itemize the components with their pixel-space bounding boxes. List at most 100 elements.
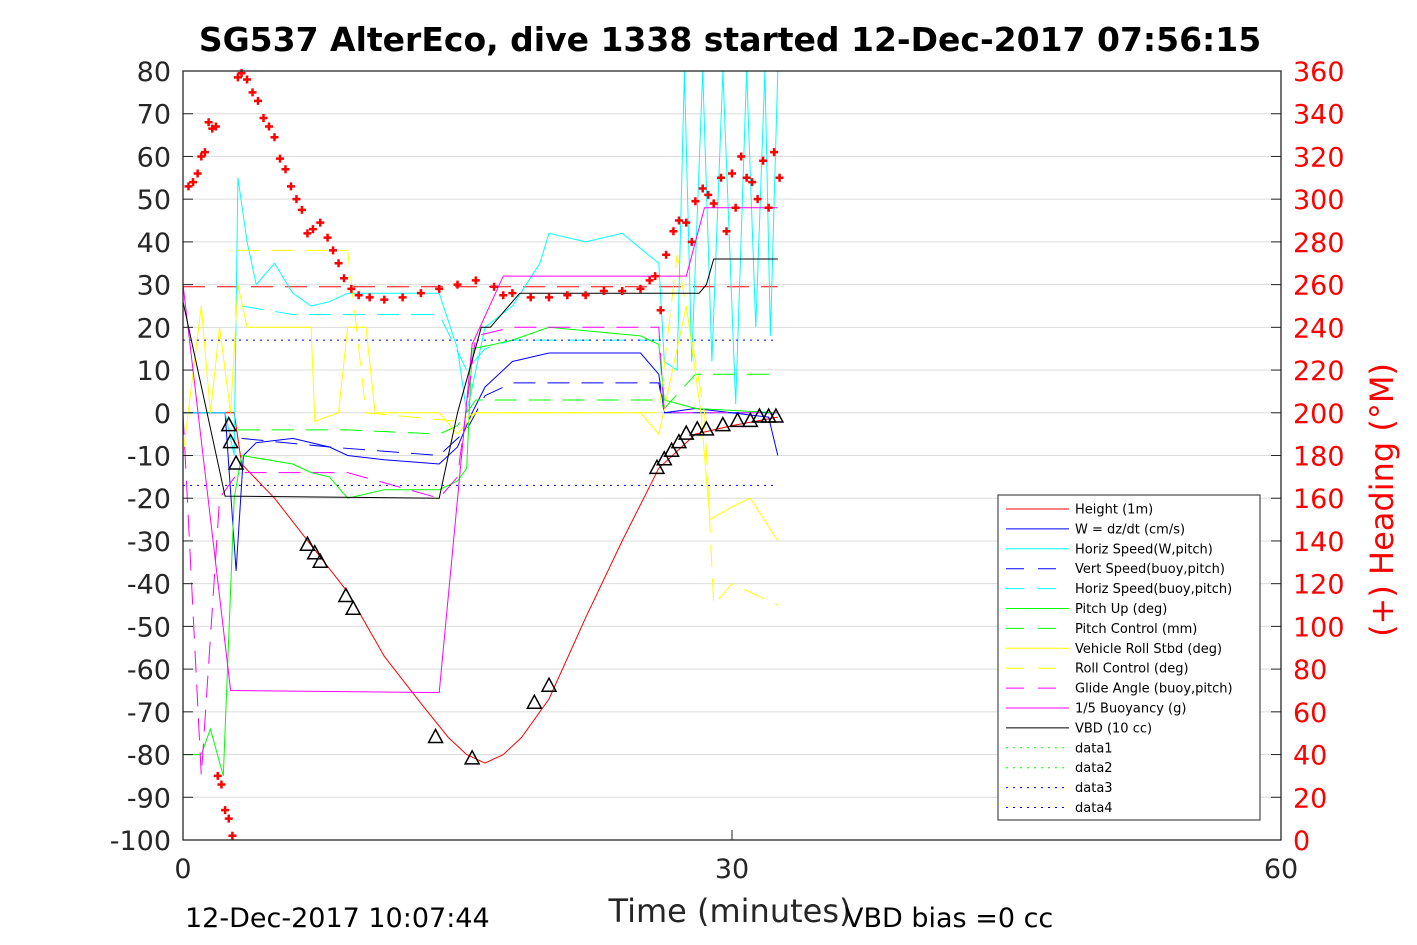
heading-point	[217, 780, 226, 789]
heading-point	[340, 274, 349, 283]
legend-label: data3	[1075, 781, 1113, 796]
heading-point	[197, 152, 206, 161]
right-tick-label: 60	[1293, 698, 1327, 729]
heading-point	[526, 293, 535, 302]
heading-point	[645, 276, 654, 285]
heading-point	[775, 173, 784, 182]
legend-label: Horiz Speed(buoy,pitch)	[1075, 582, 1232, 597]
triangle-marker	[670, 433, 688, 449]
heading-point	[184, 182, 193, 191]
right-tick-label: 280	[1293, 228, 1345, 259]
heading-point	[717, 173, 726, 182]
legend-label: W = dz/dt (cm/s)	[1075, 522, 1185, 537]
heading-point	[731, 203, 740, 212]
heading-point	[581, 291, 590, 300]
series-horiz-speed-buoy-pitch	[241, 305, 778, 414]
legend-label: Roll Control (deg)	[1075, 662, 1189, 677]
heading-point	[398, 293, 407, 302]
x-tick-label: 30	[715, 854, 749, 885]
series-roll-control-deg	[237, 249, 779, 607]
heading-point	[737, 152, 746, 161]
heading-point	[303, 229, 312, 238]
y-tick-label: -50	[127, 612, 171, 643]
triangle-marker	[688, 420, 706, 436]
heading-point	[233, 73, 242, 82]
heading-point	[698, 184, 707, 193]
footer-timestamp: 12-Dec-2017 10:07:44	[185, 903, 490, 934]
heading-point	[323, 233, 332, 242]
triangle-marker	[337, 586, 355, 603]
heading-point	[453, 280, 462, 289]
y-tick-label: 70	[137, 100, 171, 131]
heading-point	[770, 148, 779, 157]
heading-point	[728, 169, 736, 178]
y-tick-label: 60	[137, 142, 171, 173]
heading-point	[292, 195, 301, 204]
triangle-marker	[729, 411, 746, 428]
right-tick-label: 180	[1293, 442, 1345, 473]
series-horiz-speed-w-pitch	[183, 70, 779, 456]
triangle-marker	[526, 693, 543, 710]
heading-point	[200, 148, 209, 157]
heading-point	[334, 259, 343, 268]
right-tick-label: 0	[1293, 826, 1310, 857]
heading-point	[618, 287, 627, 296]
triangle-marker	[311, 552, 329, 569]
right-tick-label: 340	[1293, 100, 1345, 131]
triangle-marker	[227, 454, 245, 470]
heading-point	[759, 156, 768, 165]
heading-point	[211, 122, 220, 131]
right-tick-label: 200	[1293, 399, 1345, 430]
heading-point	[704, 190, 713, 199]
right-tick-label: 320	[1293, 142, 1345, 173]
y-tick-label: 20	[137, 313, 171, 344]
heading-point	[265, 122, 274, 131]
heading-point	[656, 306, 665, 315]
y-tick-label: 80	[137, 57, 171, 88]
heading-point	[709, 199, 718, 208]
x-axis-label: Time (minutes)	[608, 892, 852, 930]
footer-vbd-bias: VBD bias =0 cc	[845, 903, 1053, 934]
right-axis-label: (+) Heading (°M)	[1363, 363, 1401, 637]
heading-point	[221, 806, 230, 815]
series-pitch-control-mm	[237, 373, 778, 435]
y-tick-label: 10	[137, 356, 171, 387]
legend-label: data1	[1075, 741, 1113, 756]
right-tick-label: 240	[1293, 313, 1345, 344]
heading-point	[354, 291, 363, 300]
heading-point	[764, 203, 773, 212]
x-tick-label: 0	[174, 854, 191, 885]
heading-point	[722, 227, 731, 236]
y-tick-label: -90	[127, 783, 171, 814]
y-tick-label: -100	[110, 826, 171, 857]
series-height-1m	[183, 412, 778, 764]
triangle-marker	[767, 407, 785, 423]
series-vert-speed-buoy-pitch	[241, 382, 778, 457]
heading-point	[281, 165, 290, 174]
triangle-marker	[299, 535, 316, 551]
y-tick-label: 40	[137, 228, 171, 259]
series-vbd-10-cc	[182, 258, 778, 499]
heading-point	[471, 276, 480, 285]
heading-point	[508, 289, 517, 298]
heading-point	[347, 284, 356, 293]
series-layer	[182, 69, 785, 840]
heading-point	[224, 814, 233, 823]
heading-point	[297, 205, 306, 214]
right-tick-label: 160	[1293, 484, 1345, 515]
triangle-marker	[427, 727, 444, 744]
triangle-marker	[463, 749, 481, 765]
ticks: 80706050403020100-10-20-30-40-50-60-70-8…	[110, 57, 1345, 885]
heading-point	[682, 218, 691, 227]
legend-label: Horiz Speed(W,pitch)	[1075, 542, 1213, 557]
heading-point	[687, 237, 696, 246]
heading-point	[416, 289, 425, 298]
chart-title: SG537 AlterEco, dive 1338 started 12-Dec…	[199, 20, 1261, 59]
series-glide-angle-buoy-pitch	[182, 326, 778, 776]
heading-point	[499, 291, 508, 300]
triangle-marker	[344, 599, 362, 616]
legend-label: VBD (10 cc)	[1075, 721, 1152, 736]
series-1-5-buoyancy-g	[182, 207, 778, 694]
y-tick-label: -80	[127, 741, 171, 772]
